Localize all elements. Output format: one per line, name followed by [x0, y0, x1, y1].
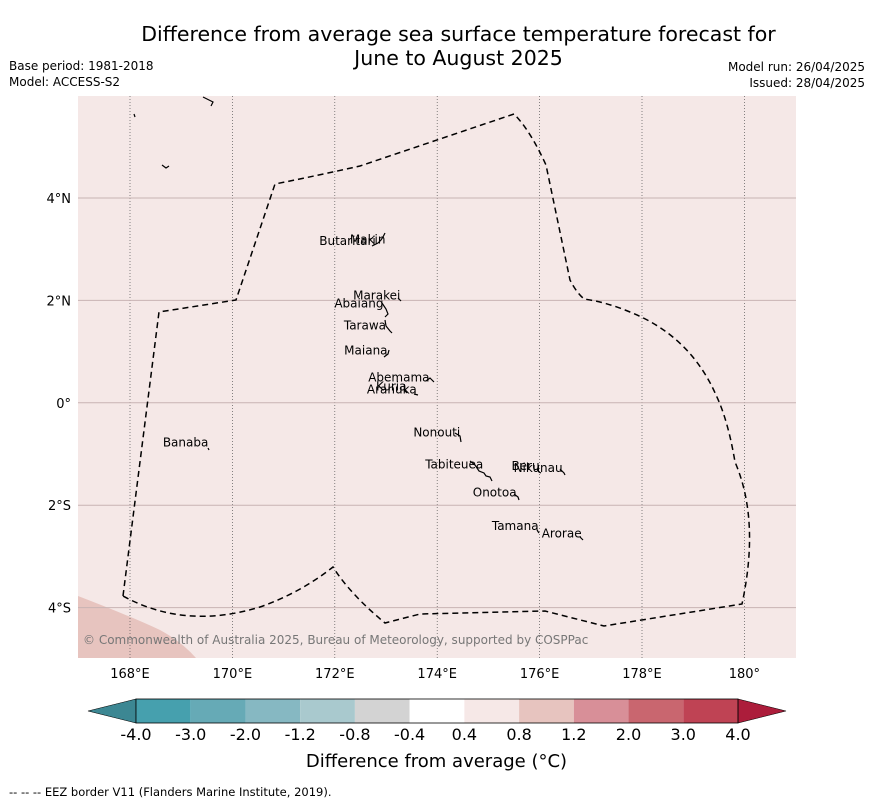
longitude-tick-label: 170°E: [213, 667, 253, 682]
colorbar-extend-low: [87, 698, 137, 724]
colorbar-swatch: [300, 699, 355, 723]
island-outline: [384, 319, 393, 334]
warm-anomaly-region: [78, 596, 196, 658]
island-label: Marakei: [353, 289, 400, 303]
colorbar: [87, 698, 787, 724]
colorbar-swatch: [628, 699, 684, 723]
island-label: Abaiang: [334, 296, 383, 310]
colorbar-swatch: [354, 699, 410, 723]
colorbar-swatch: [245, 699, 301, 723]
latitude-labels: 4°N 2°N 0° 2°S 4°S: [47, 192, 72, 617]
island-outline: [454, 432, 462, 443]
longitude-tick-label: 176°E: [520, 667, 560, 682]
longitude-tick-label: 180°: [729, 667, 760, 682]
colorbar-tick-label: -2.0: [229, 725, 262, 744]
base-period: Base period: 1981-2018: [9, 59, 154, 73]
island-label: Beru: [511, 459, 539, 473]
island-outline: [513, 493, 520, 501]
island-outline: [579, 536, 584, 541]
latitude-tick-label: 0°: [56, 397, 71, 412]
eez-footnote: -- -- -- EEZ border V11 (Flanders Marine…: [9, 785, 332, 799]
colorbar-swatch: [573, 699, 629, 723]
model-info: Base period: 1981-2018 Model: ACCESS-S2: [9, 58, 154, 90]
island-label: Banaba: [163, 436, 209, 450]
island-label: Nikunau: [514, 461, 563, 475]
island-outline: [397, 297, 402, 302]
run-info: Model run: 26/04/2025 Issued: 28/04/2025: [728, 59, 865, 91]
island-layer: [133, 96, 584, 541]
latitude-tick-label: 4°N: [47, 192, 72, 207]
island-label: Makin: [350, 232, 386, 246]
longitude-labels: 168°E 170°E 172°E 174°E 176°E 178°E 180°: [110, 667, 760, 682]
colorbar-swatch: [409, 699, 465, 723]
colorbar-tick-label: 0.4: [451, 725, 478, 744]
island-outline: [469, 460, 493, 482]
map-title: Difference from average sea surface temp…: [120, 22, 797, 70]
copyright-notice: © Commonwealth of Australia 2025, Bureau…: [83, 633, 588, 647]
model-name: Model: ACCESS-S2: [9, 75, 121, 89]
longitude-tick-label: 168°E: [110, 667, 150, 682]
island-label: Kuria: [376, 380, 407, 394]
colorbar-tick-label: 1.2: [561, 725, 587, 744]
island-outline: [383, 349, 390, 358]
island-label: Butaritari: [319, 234, 376, 248]
island-outline: [413, 393, 419, 396]
colorbar-swatch: [136, 699, 191, 723]
colorbar-tick-label: -0.8: [339, 725, 371, 744]
colorbar-extend-high: [737, 698, 787, 724]
colorbar-swatch: [683, 699, 738, 723]
island-label: Nonouti: [413, 425, 460, 439]
island-outline: [536, 529, 540, 534]
island-outline: [536, 468, 542, 474]
island-label: Abemama: [368, 371, 429, 385]
island-label: Tarawa: [343, 318, 386, 332]
island-label: Tamana: [491, 519, 539, 533]
colorbar-tick-label: 0.8: [506, 725, 532, 744]
colorbar-title: Difference from average (°C): [305, 751, 568, 772]
colorbar-tick-label: -1.2: [284, 725, 316, 744]
colorbar-swatch: [464, 699, 520, 723]
colorbar-tick-label: 3.0: [670, 725, 696, 744]
island-outline: [425, 377, 435, 383]
island-outline: [559, 468, 566, 476]
colorbar-swatch: [190, 699, 246, 723]
eez-border: [122, 113, 751, 627]
island-label: Arorae: [542, 527, 582, 541]
island-label: Tabiteuea: [424, 458, 483, 472]
longitude-tick-label: 172°E: [315, 667, 355, 682]
island-outline: [133, 113, 136, 118]
title-line-1: Difference from average sea surface temp…: [141, 22, 776, 46]
latitude-tick-label: 2°N: [47, 294, 72, 309]
colorbar-tick-label: -0.4: [394, 725, 426, 744]
colorbar-tick-label: -4.0: [120, 725, 152, 744]
island-outline: [202, 96, 214, 107]
island-outline: [403, 389, 408, 394]
island-label: Aranuka: [367, 382, 417, 396]
island-outline: [381, 302, 389, 318]
latitude-tick-label: 2°S: [48, 499, 71, 514]
colorbar-tick-label: 4.0: [725, 725, 751, 744]
island-outline: [161, 164, 170, 169]
grid-lines: [78, 96, 796, 658]
colorbar-tick-label: 2.0: [615, 725, 642, 744]
longitude-tick-label: 174°E: [417, 667, 457, 682]
island-outline: [207, 447, 210, 451]
island-outline: [371, 232, 386, 247]
model-run: Model run: 26/04/2025: [727, 60, 865, 74]
title-line-2: June to August 2025: [354, 46, 563, 70]
longitude-tick-label: 178°E: [622, 667, 662, 682]
island-label: Maiana: [344, 343, 387, 357]
colorbar-frame: [135, 698, 739, 724]
colorbar-swatch: [519, 699, 574, 723]
colorbar-tick-label: -3.0: [175, 725, 207, 744]
issued-date: Issued: 28/04/2025: [749, 76, 865, 90]
island-label: Onotoa: [473, 486, 517, 500]
latitude-tick-label: 4°S: [48, 602, 71, 617]
